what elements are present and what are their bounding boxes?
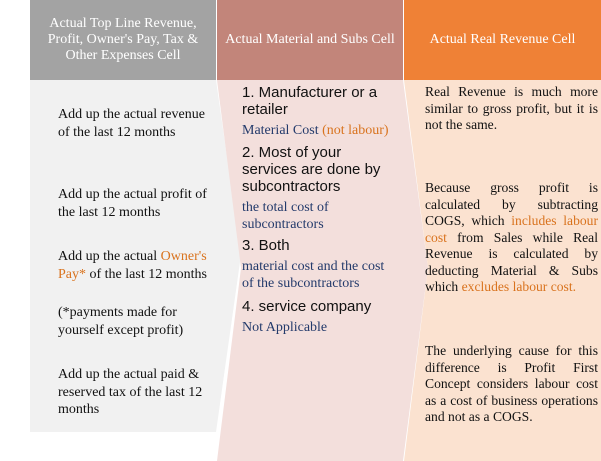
includes-labour-highlight: includes labour cost	[425, 213, 599, 245]
profit-instruction: Add up the actual profit of the last 12 …	[58, 187, 207, 220]
owners-pay-suffix: of the last 12 months	[89, 266, 207, 282]
col3-chevron	[404, 80, 601, 461]
owners-pay-prefix: Add up the actual	[58, 249, 158, 264]
option-service-value: Not Applicable	[242, 319, 328, 335]
owners-pay-note: (*payments made for yourself except prof…	[58, 305, 184, 338]
option-manufacturer-value: Material Cost (not labour)	[242, 123, 389, 138]
option-service-title: 4. service company	[242, 297, 372, 315]
real-revenue-para-2: Because gross profit is calculated by su…	[425, 180, 599, 294]
option-manufacturer-title: 1. Manufacturer or a retailer	[242, 84, 378, 118]
owners-pay-highlight: Owner's Pay*	[58, 249, 207, 282]
option-manufacturer-note: (not labour)	[322, 123, 389, 138]
option-subcontractors-value: the total cost of subcontractors	[242, 199, 329, 233]
col1-chevron	[30, 80, 241, 432]
header-top-line-revenue: Actual Top Line Revenue, Profit, Owner's…	[30, 0, 216, 80]
option-both-title: 3. Both	[242, 236, 290, 254]
owners-pay-instruction: Add up the actual Owner's Pay* of the la…	[58, 248, 218, 283]
real-revenue-para-1: Real Revenue is much more similar to gro…	[425, 84, 598, 132]
option-both-value: material cost and the cost of the subcon…	[242, 258, 385, 292]
col2-chevron	[217, 80, 428, 461]
real-revenue-para-3: The underlying cause for this difference…	[425, 343, 598, 424]
header-real-revenue: Actual Real Revenue Cell	[404, 0, 601, 80]
excludes-labour-highlight: excludes labour cost.	[461, 279, 577, 294]
material-subs-column: 1. Manufacturer or a retailer Material C…	[242, 84, 392, 336]
revenue-instruction: Add up the actual revenue of the last 12…	[58, 107, 205, 140]
header-material-and-subs: Actual Material and Subs Cell	[217, 0, 403, 80]
option-subcontractors-title: 2. Most of your services are done by sub…	[242, 143, 381, 195]
tax-instruction: Add up the actual paid & reserved tax of…	[58, 367, 203, 417]
